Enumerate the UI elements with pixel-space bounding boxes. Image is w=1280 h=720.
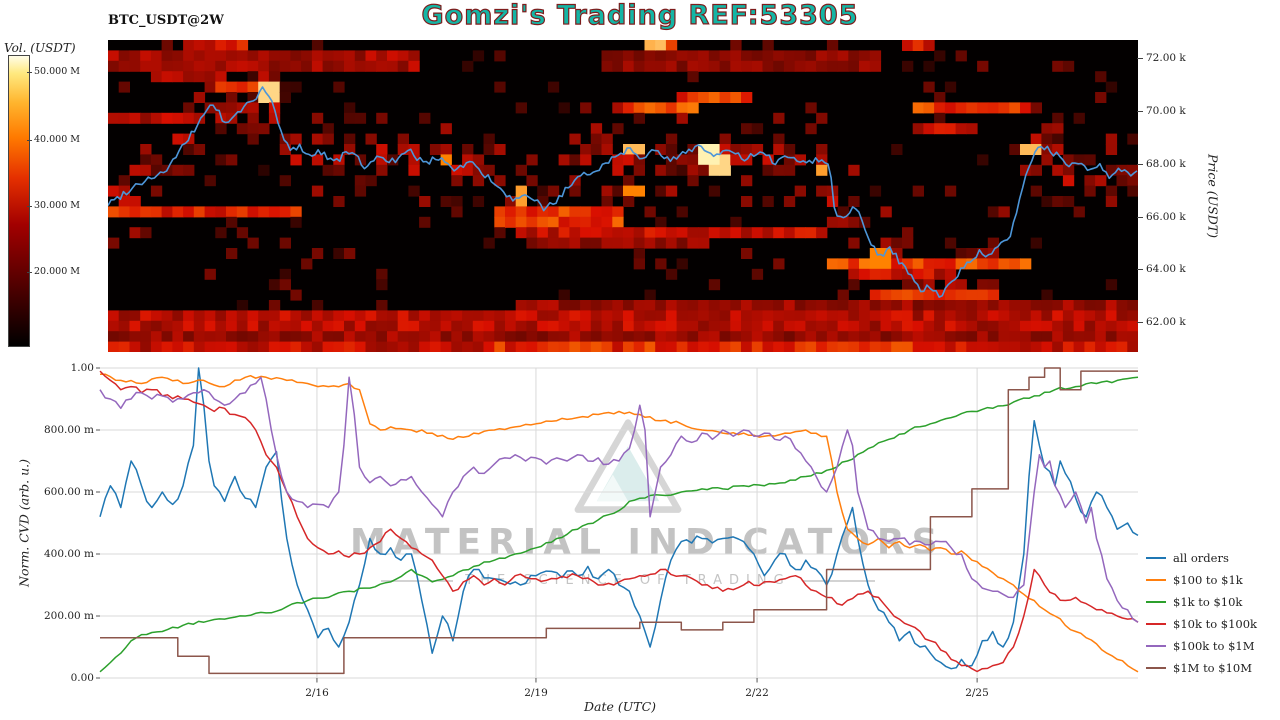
price-axis-tick: 64.00 k: [1137, 263, 1186, 275]
legend-swatch: [1146, 600, 1166, 604]
cvd-axis-tick: 0.00: [70, 672, 94, 684]
watermark-rule-right: [802, 579, 875, 582]
legend-item-100-1k: $100 to $1k: [1146, 569, 1257, 591]
date-axis-label: Date (UTC): [583, 699, 657, 714]
material-indicators-logo-icon: [574, 419, 682, 513]
cvd-axis-tick: 800.00 m: [43, 424, 94, 436]
symbol-timeframe-label: BTC_USDT@2W: [108, 13, 224, 28]
cvd-axis-tick: 1.00: [70, 362, 94, 374]
page-title: Gomzi's Trading REF:53305: [421, 0, 859, 32]
price-axis-tick: 62.00 k: [1137, 316, 1186, 328]
legend-swatch: [1146, 622, 1166, 626]
legend-item-1M-10M: $1M to $10M: [1146, 657, 1257, 679]
colorbar-tick: 30.000 M: [27, 200, 80, 211]
legend-label: $1k to $10k: [1173, 595, 1243, 609]
legend-item-1k-10k: $1k to $10k: [1146, 591, 1257, 613]
date-axis-tick: 2/22: [745, 687, 769, 699]
price-axis-tick: 68.00 k: [1137, 158, 1186, 170]
cvd-axis-label: Norm. CVD (arb. u.): [16, 459, 32, 587]
legend-item-10k-100k: $10k to $100k: [1146, 613, 1257, 635]
cvd-axis-tick: 400.00 m: [43, 548, 94, 560]
cvd-axis-tick: 600.00 m: [43, 486, 94, 498]
legend-label: all orders: [1173, 551, 1229, 565]
colorbar-tick: 50.000 M: [27, 66, 80, 77]
legend-swatch: [1146, 666, 1166, 670]
colorbar-tick: 20.000 M: [27, 266, 80, 277]
legend-swatch: [1146, 578, 1166, 582]
price-axis-tick: 66.00 k: [1137, 211, 1186, 223]
colorbar-label: Vol. (USDT): [4, 41, 76, 55]
legend-label: $1M to $10M: [1173, 661, 1252, 675]
colorbar-tick: 40.000 M: [27, 134, 80, 145]
date-axis-tick: 2/19: [524, 687, 548, 699]
legend-label: $10k to $100k: [1173, 617, 1258, 631]
legend-swatch: [1146, 644, 1166, 648]
price-axis-tick: 70.00 k: [1137, 105, 1186, 117]
legend-item-100k-1M: $100k to $1M: [1146, 635, 1257, 657]
date-axis-tick: 2/16: [305, 687, 329, 699]
date-axis-tick: 2/25: [965, 687, 989, 699]
volume-heatmap-chart: [108, 40, 1138, 352]
legend-label: $100 to $1k: [1173, 573, 1243, 587]
legend: all orders $100 to $1k $1k to $10k $10k …: [1146, 547, 1257, 679]
legend-item-all-orders: all orders: [1146, 547, 1257, 569]
volume-colorbar: [8, 55, 30, 347]
legend-swatch: [1146, 556, 1166, 560]
price-axis-label: Price (USDT): [1205, 154, 1221, 238]
legend-label: $100k to $1M: [1173, 639, 1255, 653]
price-axis-tick: 72.00 k: [1137, 52, 1186, 64]
cvd-axis-tick: 200.00 m: [43, 610, 94, 622]
cvd-line-chart: [96, 367, 1139, 683]
